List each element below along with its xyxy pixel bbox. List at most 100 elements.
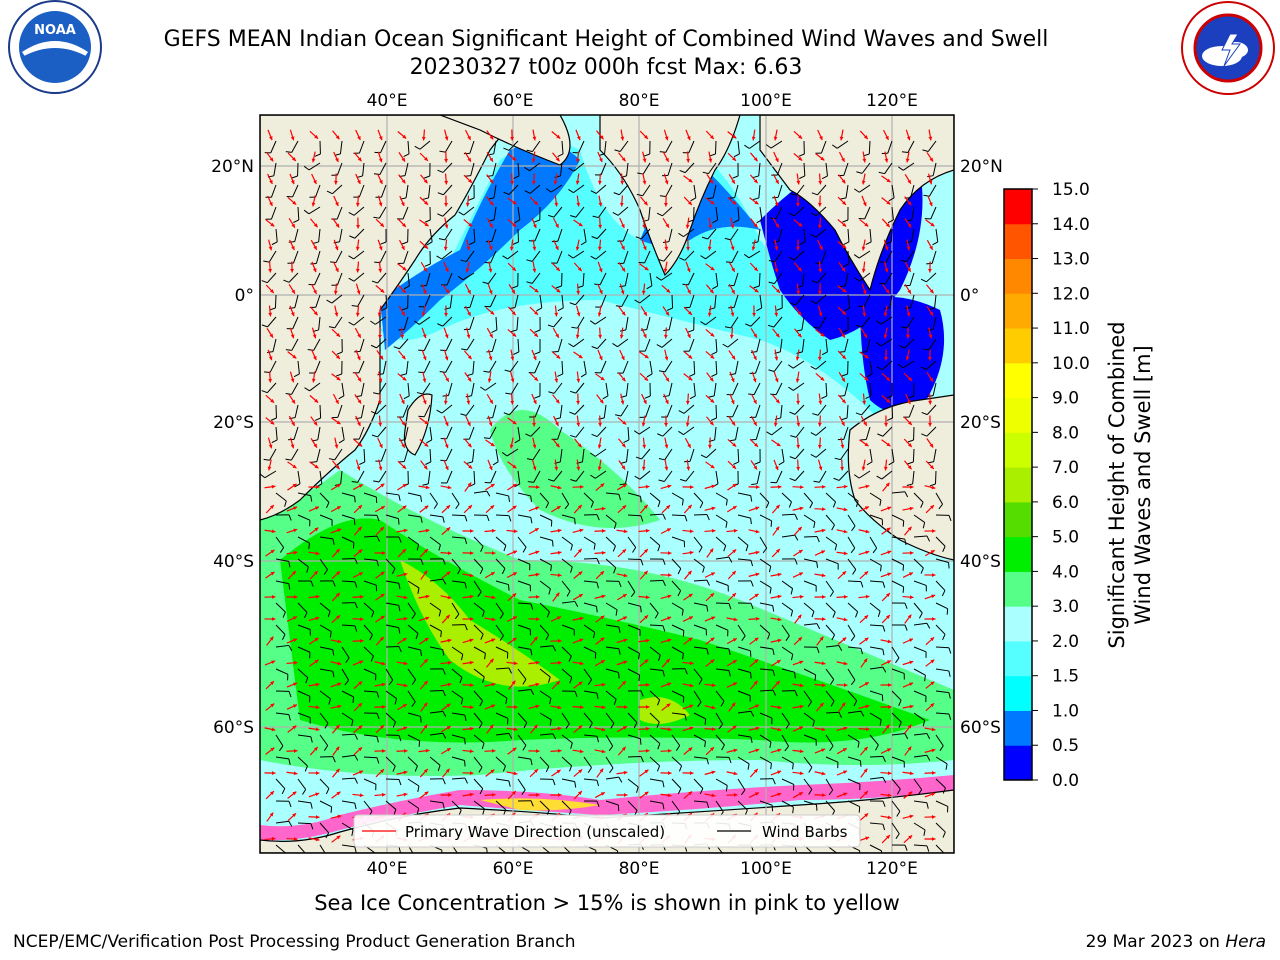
vector-glyph bbox=[462, 573, 482, 598]
vector-glyph bbox=[503, 173, 519, 195]
vector-glyph bbox=[393, 327, 409, 350]
lat-label-left-0: 20°N bbox=[211, 157, 254, 177]
colorbar: 0.0 0.5 1.0 1.5 2.0 3.0 4.0 5.0 6.0 7.0 8.0 9.0 10.0… bbox=[1003, 180, 1090, 791]
vector-glyph bbox=[881, 834, 908, 851]
vector-glyph bbox=[854, 261, 871, 282]
vector-glyph bbox=[528, 617, 550, 641]
vector-glyph bbox=[661, 393, 673, 418]
vector-glyph bbox=[926, 239, 937, 265]
vector-glyph bbox=[437, 173, 453, 196]
vector-glyph bbox=[904, 614, 931, 629]
vector-glyph bbox=[749, 438, 761, 465]
vector-glyph bbox=[375, 284, 388, 311]
vector-glyph bbox=[375, 593, 401, 612]
vector-glyph bbox=[439, 349, 453, 373]
chart-subtitle: 20230327 t00z 000h fcst Max: 6.63 bbox=[409, 55, 803, 80]
vector-glyph bbox=[792, 594, 815, 618]
vector-glyph bbox=[661, 658, 688, 675]
vector-glyph bbox=[283, 261, 299, 283]
vector-glyph bbox=[310, 438, 321, 463]
vector-glyph bbox=[616, 573, 636, 598]
vector-glyph bbox=[440, 415, 453, 440]
vector-glyph bbox=[286, 616, 311, 636]
vector-glyph bbox=[748, 572, 772, 594]
vector-glyph bbox=[837, 570, 864, 588]
vector-glyph bbox=[832, 129, 849, 149]
vector-glyph bbox=[926, 152, 937, 178]
vector-glyph bbox=[507, 747, 533, 766]
vector-glyph bbox=[264, 617, 286, 641]
vector-glyph bbox=[596, 130, 607, 156]
vector-glyph bbox=[396, 528, 420, 551]
lat-label-right-0: 20°N bbox=[960, 157, 1003, 177]
vector-glyph bbox=[418, 283, 431, 308]
vector-glyph bbox=[834, 437, 849, 461]
vector-glyph bbox=[902, 814, 926, 836]
vector-glyph bbox=[440, 638, 464, 661]
vector-glyph bbox=[352, 638, 374, 662]
vector-glyph bbox=[880, 748, 905, 768]
vector-glyph bbox=[331, 195, 343, 220]
vector-glyph bbox=[771, 284, 783, 311]
vector-glyph bbox=[527, 459, 541, 483]
vector-glyph bbox=[374, 749, 396, 772]
vector-glyph bbox=[926, 306, 937, 331]
vector-glyph bbox=[637, 151, 651, 175]
vector-glyph bbox=[308, 506, 333, 526]
footer-date-text: 29 Mar 2023 on bbox=[1085, 932, 1226, 952]
vector-glyph bbox=[617, 349, 629, 374]
vector-glyph bbox=[330, 682, 355, 703]
vector-glyph bbox=[506, 571, 531, 592]
vector-glyph bbox=[836, 683, 858, 707]
vector-glyph bbox=[287, 812, 314, 830]
vector-glyph bbox=[880, 572, 905, 593]
vector-glyph bbox=[792, 771, 813, 795]
colorbar-tick-14: 12.0 bbox=[1052, 284, 1090, 304]
vector-glyph bbox=[880, 705, 902, 728]
vector-glyph bbox=[265, 549, 291, 568]
vector-glyph bbox=[727, 570, 754, 587]
vector-glyph bbox=[662, 306, 673, 332]
vector-glyph bbox=[858, 283, 871, 308]
vector-glyph bbox=[550, 705, 570, 729]
legend-barb-label: Wind Barbs bbox=[762, 823, 848, 841]
vector-glyph bbox=[462, 705, 483, 729]
vector-glyph bbox=[794, 614, 821, 630]
vector-glyph bbox=[836, 617, 856, 642]
vector-glyph bbox=[815, 239, 827, 264]
vector-glyph bbox=[264, 836, 287, 853]
vector-glyph bbox=[310, 218, 321, 244]
vector-glyph bbox=[727, 131, 740, 158]
vector-glyph bbox=[793, 636, 820, 654]
map-frame bbox=[259, 114, 955, 854]
vector-glyph bbox=[638, 638, 661, 661]
vector-glyph bbox=[638, 726, 661, 750]
vector-glyph bbox=[545, 173, 563, 193]
vector-glyph bbox=[398, 305, 409, 331]
vector-glyph bbox=[507, 790, 534, 807]
vector-glyph bbox=[528, 506, 553, 527]
vector-glyph bbox=[484, 459, 497, 484]
vector-glyph bbox=[526, 261, 541, 284]
vector-glyph bbox=[612, 195, 629, 216]
vector-glyph bbox=[904, 261, 915, 287]
vector-glyph bbox=[331, 261, 343, 286]
vector-glyph bbox=[838, 262, 849, 288]
lon-label-top-0: 40°E bbox=[367, 91, 408, 111]
vector-glyph bbox=[550, 550, 573, 573]
vector-glyph bbox=[639, 548, 666, 565]
vector-glyph bbox=[616, 529, 637, 553]
vector-glyph bbox=[838, 371, 849, 397]
vector-glyph bbox=[261, 261, 277, 284]
vector-glyph bbox=[462, 594, 485, 617]
vector-glyph bbox=[461, 327, 475, 351]
vector-glyph bbox=[551, 285, 564, 312]
vector-glyph bbox=[463, 218, 476, 245]
vector-glyph bbox=[287, 351, 300, 378]
vector-glyph bbox=[838, 174, 849, 200]
vector-glyph bbox=[616, 770, 639, 793]
colorbar-bin-16 bbox=[1004, 189, 1032, 225]
vector-glyph bbox=[462, 792, 485, 815]
vector-glyph bbox=[770, 594, 794, 617]
vector-glyph bbox=[528, 349, 541, 374]
